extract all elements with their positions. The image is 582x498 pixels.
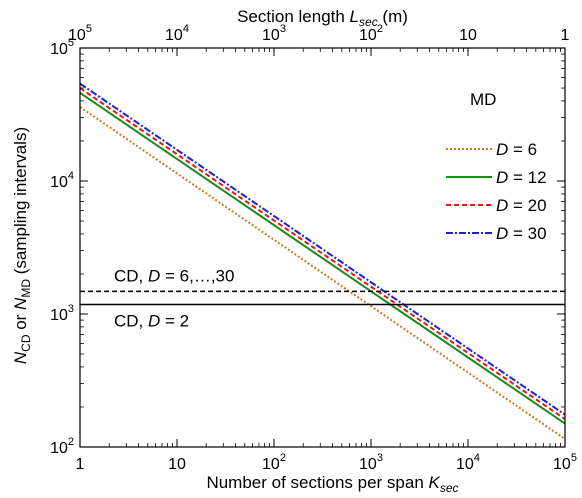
axis-ticks [79, 47, 566, 448]
x-tick-label-exponent: 3 [377, 452, 383, 464]
top-x-axis-title-sub: sec [359, 15, 378, 29]
series-line-4 [79, 82, 566, 416]
top-x-tick-label-exponent: 5 [86, 23, 92, 35]
legend-label-var: D [496, 224, 508, 243]
reference-line-label-pre: CD, [114, 311, 148, 330]
y-axis-title-s1: CD [19, 334, 33, 352]
legend-label-1: D = 6 [496, 140, 537, 159]
top-x-tick-label: 103 [262, 23, 286, 44]
reference-line-label-var: D [148, 266, 160, 285]
x-tick-label-mantissa: 10 [262, 456, 280, 473]
x-tick-label-exponent: 5 [571, 452, 577, 464]
y-axis-title-mid: or [11, 310, 30, 335]
reference-lines [80, 290, 565, 306]
reference-line-label-post: = 2 [160, 311, 189, 330]
top-x-tick-label: 105 [68, 23, 92, 44]
series-line-1 [79, 106, 566, 440]
x-tick-label-mantissa: 10 [168, 456, 186, 473]
top-x-axis-title-unit: (m) [378, 7, 408, 26]
reference-line-label-1: CD, D = 6,…,30 [114, 266, 234, 285]
legend-label-4: D = 30 [496, 224, 547, 243]
x-tick-label-mantissa: 10 [456, 456, 474, 473]
x-tick-label: 10 [168, 456, 186, 473]
y-tick-label: 102 [50, 436, 74, 457]
y-tick-label-exponent: 5 [68, 37, 74, 49]
x-tick-label-mantissa: 10 [359, 456, 377, 473]
y-tick-label-mantissa: 10 [50, 440, 68, 457]
top-x-tick-label: 104 [165, 23, 189, 44]
top-x-tick-label-mantissa: 10 [459, 27, 477, 44]
legend-label-val: = 6 [508, 140, 537, 159]
series-line-3 [79, 87, 566, 420]
y-tick-label-mantissa: 10 [50, 307, 68, 324]
top-x-tick-label: 10 [459, 27, 477, 44]
y-axis-title-tail: (sampling intervals) [11, 127, 30, 279]
top-x-tick-label-mantissa: 10 [262, 27, 280, 44]
top-x-axis-title-var: L [350, 7, 359, 26]
x-tick-label-mantissa: 1 [76, 456, 85, 473]
y-tick-label-mantissa: 10 [50, 174, 68, 191]
top-x-tick-label: 1 [561, 27, 570, 44]
y-tick-label-mantissa: 10 [50, 41, 68, 58]
y-axis-title-s2: MD [19, 279, 33, 298]
reference-line-label-pre: CD, [114, 266, 148, 285]
y-axis-title: NCD or NMD (sampling intervals) [11, 127, 33, 364]
y-axis-title-n2: N [11, 297, 30, 310]
plot-frame [79, 47, 566, 448]
y-axis-title-n1: N [11, 351, 30, 364]
top-x-tick-label-exponent: 4 [183, 23, 189, 35]
x-tick-label: 105 [553, 452, 577, 473]
top-x-tick-label-mantissa: 10 [359, 27, 377, 44]
reference-line-label-2: CD, D = 2 [114, 311, 189, 330]
y-tick-label-exponent: 4 [68, 170, 74, 182]
legend-label-2: D = 12 [496, 168, 547, 187]
x-axis-title-sub: sec [440, 481, 459, 495]
top-x-axis-title: Section length Lsec (m) [237, 7, 408, 29]
top-x-axis-title-main: Section length [237, 7, 349, 26]
top-x-tick-label-exponent: 2 [377, 23, 383, 35]
reference-line-label-var: D [148, 311, 160, 330]
legend-title: MD [470, 90, 496, 109]
legend-label-val: = 20 [508, 196, 546, 215]
legend: MD D = 6D = 12D = 20D = 30 [446, 90, 547, 243]
top-x-tick-label-exponent: 3 [280, 23, 286, 35]
x-axis-title: Number of sections per span Ksec [206, 473, 458, 495]
x-tick-label-exponent: 2 [280, 452, 286, 464]
x-tick-label: 103 [359, 452, 383, 473]
x-tick-label-exponent: 4 [474, 452, 480, 464]
legend-label-var: D [496, 168, 508, 187]
y-tick-label: 103 [50, 303, 74, 324]
y-tick-label: 104 [50, 170, 74, 191]
x-axis-title-main: Number of sections per span [206, 473, 428, 492]
y-tick-label: 105 [50, 37, 74, 58]
legend-label-var: D [496, 196, 508, 215]
top-x-tick-label-mantissa: 1 [561, 27, 570, 44]
top-x-tick-label-mantissa: 10 [68, 27, 86, 44]
top-x-tick-label-mantissa: 10 [165, 27, 183, 44]
series-line-2 [79, 92, 566, 425]
legend-label-val: = 30 [508, 224, 546, 243]
x-axis-title-var: K [429, 473, 441, 492]
y-tick-label-exponent: 2 [68, 436, 74, 448]
x-tick-label: 1 [76, 456, 85, 473]
legend-label-val: = 12 [508, 168, 546, 187]
x-tick-label: 102 [262, 452, 286, 473]
x-tick-label: 104 [456, 452, 480, 473]
legend-label-var: D [496, 140, 508, 159]
y-tick-label-exponent: 3 [68, 303, 74, 315]
series-layer [79, 82, 566, 440]
reference-line-label-post: = 6,…,30 [160, 266, 234, 285]
legend-label-3: D = 20 [496, 196, 547, 215]
top-x-tick-label: 102 [359, 23, 383, 44]
x-tick-label-mantissa: 10 [553, 456, 571, 473]
